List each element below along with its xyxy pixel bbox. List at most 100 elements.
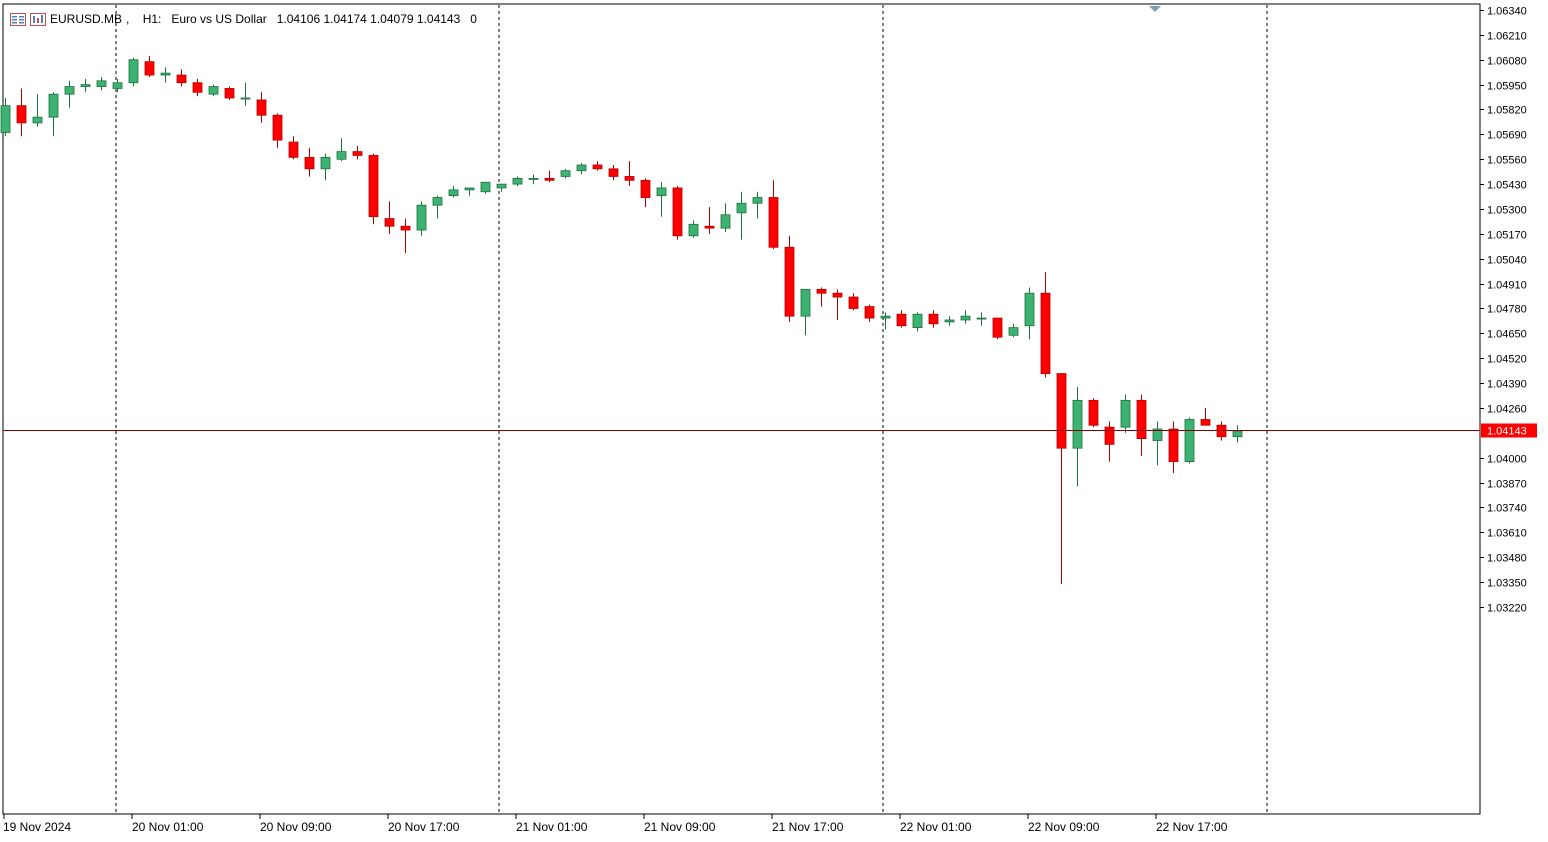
candle-body [1056, 373, 1067, 449]
price-axis[interactable]: 1.06340 1.06210 1.06080 1.05950 1.05820 1.056… [1480, 6, 1537, 615]
time-tick-label: 22 Nov 17:00 [1156, 820, 1228, 834]
candle-body [144, 61, 155, 76]
candle [464, 187, 475, 196]
price-tick-label: 1.05170 [1487, 230, 1527, 242]
symbol-description: Euro vs US Dollar [171, 12, 267, 26]
candle-body [480, 181, 491, 193]
price-tick-label: 1.04260 [1487, 404, 1527, 416]
candle-body [1072, 399, 1083, 449]
window-controls-icon[interactable] [30, 12, 46, 26]
candle-body [512, 177, 523, 185]
time-tick-label: 20 Nov 01:00 [132, 820, 204, 834]
candle-body [304, 156, 315, 170]
candle [400, 218, 411, 254]
candle-body [448, 189, 459, 197]
candle-body [48, 93, 59, 118]
candle-body [576, 164, 587, 172]
candle-body [320, 156, 331, 170]
candle-body [912, 313, 923, 329]
candle [112, 78, 123, 93]
candle [624, 161, 635, 187]
candle-body [496, 183, 507, 189]
price-tick-label: 1.03480 [1487, 553, 1527, 565]
candle-body [1184, 419, 1195, 462]
candle [368, 153, 379, 225]
candle-body [16, 105, 27, 124]
candle [240, 82, 251, 106]
candle [208, 84, 219, 97]
candle [160, 67, 171, 83]
candle-body [432, 197, 443, 206]
candle-body [240, 97, 251, 100]
candle [64, 80, 75, 108]
current-price-label: 1.04143 [1481, 423, 1537, 438]
candle-body [1024, 292, 1035, 327]
candle-body [624, 176, 635, 181]
candle-body [176, 74, 187, 84]
candle [1184, 417, 1195, 464]
candle [1232, 425, 1243, 443]
candle [1152, 421, 1163, 466]
candle-body [224, 88, 235, 99]
current-price-label-bg [1481, 423, 1537, 438]
candle-body [944, 319, 955, 323]
current-price-label-text: 1.04143 [1487, 426, 1527, 438]
candle [752, 191, 763, 219]
candle [672, 186, 683, 240]
chart-menu-icon[interactable] [10, 12, 26, 26]
price-tick-label: 1.06080 [1487, 56, 1527, 68]
candle [352, 145, 363, 160]
candle [80, 78, 91, 93]
candle [384, 201, 395, 234]
price-tick-label: 1.04520 [1487, 354, 1527, 366]
shift-marker-icon[interactable] [1149, 6, 1161, 12]
candle-body [752, 197, 763, 204]
time-tick-label: 19 Nov 2024 [3, 820, 71, 834]
candle [176, 69, 187, 87]
candle [960, 310, 971, 324]
candle-body [368, 155, 379, 218]
price-tick-label: 1.04910 [1487, 280, 1527, 292]
price-tick-label: 1.05430 [1487, 180, 1527, 192]
candle-body [672, 187, 683, 237]
candle-body [880, 315, 891, 319]
candle [1008, 323, 1019, 338]
candle-body [160, 72, 171, 76]
candle-body [560, 170, 571, 177]
price-tick-label: 1.05950 [1487, 81, 1527, 93]
candle-body [400, 225, 411, 231]
time-axis[interactable]: 19 Nov 2024 20 Nov 01:00 20 Nov 09:00 20 No… [3, 814, 1228, 834]
candle [992, 317, 1003, 340]
candle-body [96, 80, 107, 87]
candle-body [384, 218, 395, 227]
candle-body [864, 306, 875, 319]
candle [560, 168, 571, 179]
time-tick-label: 21 Nov 09:00 [644, 820, 716, 834]
candle-body [32, 116, 43, 124]
candle [1136, 394, 1147, 456]
candle-body [352, 151, 363, 156]
candle [720, 203, 731, 232]
candle-body [1120, 399, 1131, 428]
candle [224, 86, 235, 100]
candle-body [1200, 419, 1211, 426]
timeframe: H1: [142, 12, 162, 26]
candle-body [832, 292, 843, 298]
candle-body [544, 177, 555, 181]
candle [1088, 398, 1099, 428]
candle [0, 98, 11, 137]
price-tick-label: 1.04780 [1487, 304, 1527, 316]
candle [448, 186, 459, 198]
candle-body [688, 223, 699, 237]
candle-body [128, 59, 139, 84]
chart-border [2, 3, 1481, 815]
price-tick-label: 1.05820 [1487, 105, 1527, 117]
candle-body [1040, 292, 1051, 374]
candle [320, 153, 331, 181]
candle-body [256, 99, 267, 116]
candle [800, 288, 811, 336]
candle [848, 293, 859, 311]
candle [304, 147, 315, 177]
